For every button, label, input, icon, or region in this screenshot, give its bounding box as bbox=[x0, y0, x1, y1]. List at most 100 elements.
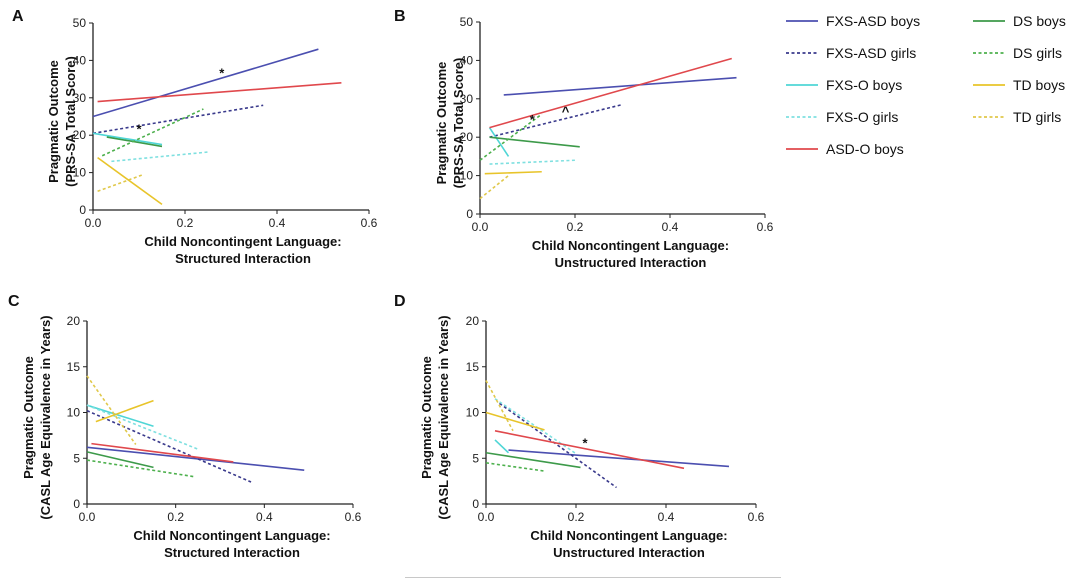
y-tick-label-d: 5 bbox=[472, 451, 479, 465]
x-tick-label-c: 0.6 bbox=[345, 510, 362, 524]
series-line-fxs-asd-boys-c bbox=[86, 446, 305, 471]
y-tick-label-c: 15 bbox=[67, 360, 81, 374]
series-line-ds-girls-c bbox=[86, 459, 194, 478]
x-tick-label-b: 0.0 bbox=[472, 220, 489, 234]
series-line-td-boys-a bbox=[97, 156, 163, 206]
y-tick-label-d: 20 bbox=[466, 314, 480, 328]
y-tick-label-d: 10 bbox=[466, 406, 480, 420]
series-line-ds-girls-b bbox=[479, 113, 543, 161]
x-tick-label-b: 0.6 bbox=[757, 220, 774, 234]
y-tick-label-a: 40 bbox=[73, 53, 87, 67]
series-line-fxs-o-girls-a bbox=[111, 151, 209, 163]
series-line-td-girls-b bbox=[479, 174, 510, 200]
series-line-asd-o-boys-c bbox=[91, 442, 234, 463]
y-axis-label-d: Pragmatic Outcome bbox=[419, 356, 434, 479]
y-tick-label-b: 50 bbox=[460, 15, 474, 29]
series-line-fxs-o-boys-c bbox=[86, 404, 154, 427]
x-tick-label-d: 0.6 bbox=[748, 510, 765, 524]
y-tick-label-a: 10 bbox=[73, 166, 87, 180]
legend-label-td-boys: TD boys bbox=[1013, 77, 1065, 93]
y-tick-label-b: 20 bbox=[460, 130, 474, 144]
y-axis-label-b: (PRS-SA Total Score) bbox=[451, 58, 466, 189]
y-tick-label-d: 15 bbox=[466, 360, 480, 374]
x-axis-label-a: Structured Interaction bbox=[175, 251, 311, 266]
y-axis-label-d: (CASL Age Equivalence in Years) bbox=[436, 315, 451, 519]
y-tick-label-b: 40 bbox=[460, 53, 474, 67]
panel-letter-d: D bbox=[394, 293, 406, 310]
y-tick-label-a: 50 bbox=[73, 16, 87, 30]
panel-a: A 0 10 20 30 40 50 0.0 0.2 0.4 0.6 Child Nonconting… bbox=[12, 8, 378, 266]
legend-label-ds-boys: DS boys bbox=[1013, 13, 1066, 29]
legend-label-fxs-asd-boys: FXS-ASD boys bbox=[826, 13, 920, 29]
bottom-divider bbox=[405, 577, 781, 578]
y-tick-label-c: 20 bbox=[67, 314, 81, 328]
legend: FXS-ASD boys FXS-ASD girls FXS-O boys FXS-O… bbox=[786, 13, 1066, 157]
series-line-asd-o-boys-b bbox=[489, 57, 732, 129]
series-line-fxs-o-girls-c bbox=[86, 404, 199, 450]
x-axis-label-d: Child Noncontingent Language: bbox=[530, 528, 727, 543]
x-tick-label-b: 0.4 bbox=[662, 220, 679, 234]
x-tick-label-c: 0.4 bbox=[256, 510, 273, 524]
series-line-fxs-asd-girls-d bbox=[499, 402, 617, 489]
x-tick-label-d: 0.4 bbox=[658, 510, 675, 524]
panel-b: B 0 10 20 30 40 50 0.0 0.2 0.4 0.6 Child Nonconting… bbox=[394, 8, 774, 270]
y-tick-label-b: 0 bbox=[466, 207, 473, 221]
series-line-ds-boys-b bbox=[489, 136, 580, 148]
significance-marker-d: * bbox=[582, 436, 588, 451]
series-line-ds-girls-d bbox=[485, 462, 545, 472]
y-tick-label-c: 0 bbox=[73, 497, 80, 511]
x-tick-label-a: 0.6 bbox=[361, 216, 378, 230]
x-tick-label-a: 0.4 bbox=[269, 216, 286, 230]
series-line-fxs-asd-girls-b bbox=[489, 103, 623, 138]
x-tick-label-b: 0.2 bbox=[567, 220, 584, 234]
series-line-ds-boys-c bbox=[86, 451, 154, 469]
panel-letter-a: A bbox=[12, 8, 24, 25]
y-tick-label-a: 30 bbox=[73, 91, 87, 105]
y-axis-label-b: Pragmatic Outcome bbox=[434, 62, 449, 185]
x-axis-label-b: Child Noncontingent Language: bbox=[532, 238, 729, 253]
series-line-td-boys-d bbox=[485, 411, 545, 431]
y-axis-label-c: (CASL Age Equivalence in Years) bbox=[38, 315, 53, 519]
x-axis-label-c: Child Noncontingent Language: bbox=[133, 528, 330, 543]
x-axis-label-d: Unstructured Interaction bbox=[553, 545, 705, 560]
y-tick-label-b: 30 bbox=[460, 92, 474, 106]
x-tick-label-a: 0.2 bbox=[177, 216, 194, 230]
legend-label-fxs-asd-girls: FXS-ASD girls bbox=[826, 45, 916, 61]
significance-marker-a: * bbox=[136, 122, 142, 137]
panel-c: C 0 5 10 15 20 0.0 0.2 0.4 0.6 Child Noncontingent… bbox=[8, 293, 362, 560]
series-line-fxs-asd-boys-b bbox=[503, 76, 737, 96]
panel-d: D 0 5 10 15 20 0.0 0.2 0.4 0.6 Child Noncontingent… bbox=[394, 293, 765, 560]
series-line-fxs-asd-girls-a bbox=[92, 104, 264, 135]
series-line-fxs-o-boys-b bbox=[488, 127, 510, 157]
y-tick-label-d: 0 bbox=[472, 497, 479, 511]
series-line-fxs-o-boys-a bbox=[92, 132, 163, 146]
y-axis-label-a: (PRS-SA Total Score) bbox=[63, 56, 78, 187]
y-axis-label-a: Pragmatic Outcome bbox=[46, 60, 61, 183]
series-line-td-boys-b bbox=[484, 170, 542, 175]
significance-marker-b: * bbox=[530, 112, 536, 127]
series-line-td-girls-a bbox=[97, 173, 144, 193]
y-tick-label-a: 0 bbox=[79, 203, 86, 217]
x-axis-label-c: Structured Interaction bbox=[164, 545, 300, 560]
x-axis-label-b: Unstructured Interaction bbox=[555, 255, 707, 270]
x-tick-label-c: 0.0 bbox=[79, 510, 96, 524]
series-line-fxs-asd-boys-d bbox=[508, 449, 730, 468]
y-tick-label-a: 20 bbox=[73, 128, 87, 142]
series-line-ds-boys-d bbox=[485, 451, 581, 469]
significance-marker-b: ^ bbox=[562, 104, 570, 119]
legend-label-asd-o-boys: ASD-O boys bbox=[826, 141, 904, 157]
x-tick-label-d: 0.2 bbox=[568, 510, 585, 524]
y-axis-label-c: Pragmatic Outcome bbox=[21, 356, 36, 479]
series-line-ds-girls-a bbox=[101, 108, 204, 157]
legend-label-td-girls: TD girls bbox=[1013, 109, 1061, 125]
series-line-asd-o-boys-d bbox=[494, 430, 685, 470]
panel-letter-c: C bbox=[8, 293, 20, 310]
x-tick-label-d: 0.0 bbox=[478, 510, 495, 524]
series-line-fxs-asd-girls-c bbox=[86, 409, 252, 483]
legend-label-fxs-o-boys: FXS-O boys bbox=[826, 77, 902, 93]
series-line-fxs-o-boys-d bbox=[494, 439, 510, 454]
series-line-fxs-o-girls-b bbox=[489, 159, 576, 165]
series-line-fxs-asd-boys-a bbox=[92, 48, 319, 118]
panel-letter-b: B bbox=[394, 8, 406, 25]
